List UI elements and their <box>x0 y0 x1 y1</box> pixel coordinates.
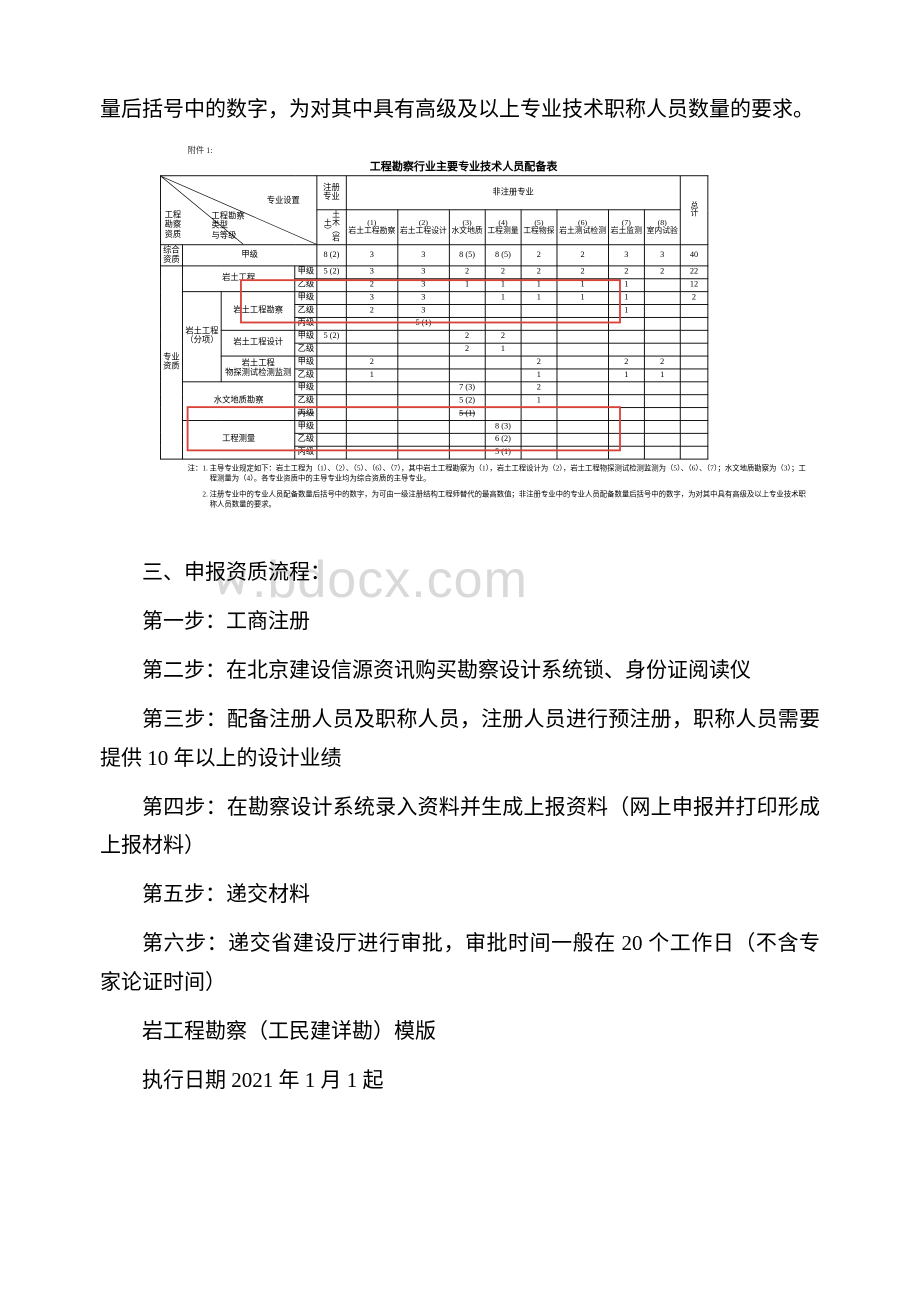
col-7: (7) 岩土监测 <box>608 210 644 245</box>
template-line: 岩工程勘察（工民建详勘）模版 <box>100 1012 820 1051</box>
row-comp-jia: 综合 资质 甲级 8 (2)338 (5)8 (5)223340 <box>160 245 707 266</box>
col-3: (3) 水文地质 <box>449 210 485 245</box>
row-cl-jia: 工程测量 甲级 8 (3) <box>160 420 707 433</box>
date-line: 执行日期 2021 年 1 月 1 起 <box>100 1061 820 1100</box>
step-4: 第四步：在勘察设计系统录入资料并生成上报资料（网上申报并打印形成上报材料） <box>100 788 820 866</box>
staffing-table-container: 附件 1: 工程勘察行业主要专业技术人员配备表 专业设置 工程勘察 类型 与等级… <box>160 144 767 512</box>
table-title: 工程勘察行业主要专业技术人员配备表 <box>160 158 767 174</box>
diagonal-header: 专业设置 工程勘察 类型 与等级 工程 勘察 资质 <box>160 176 316 245</box>
step-6: 第六步：递交省建设厅进行审批，审批时间一般在 20 个工作日（不含专家论证时间） <box>100 924 820 1002</box>
col-8: (8) 室内试验 <box>644 210 680 245</box>
staffing-table: 专业设置 工程勘察 类型 与等级 工程 勘察 资质 注册 专业 非注册专业 总计… <box>160 175 708 459</box>
diag-left: 工程 勘察 资质 <box>165 210 182 239</box>
step-1: 第一步：工商注册 <box>100 602 820 641</box>
col-5: (5) 工程物探 <box>521 210 557 245</box>
step-2: 第二步：在北京建设信源资讯购买勘察设计系统锁、身份证阅读仪 <box>100 651 820 690</box>
col-2: (2) 岩土工程设计 <box>398 210 450 245</box>
intro-paragraph: 量后括号中的数字，为对其中具有高级及以上专业技术职称人员数量的要求。 <box>100 90 820 129</box>
table-note-1: 注：1. 主导专业规定如下：岩土工程为（1）、（2）、（5）、（6）、（7），其… <box>182 459 808 485</box>
table-note-2: 2. 注册专业中的专业人员配备数量后括号中的数字，为可由一级注册结构工程师替代的… <box>182 485 808 511</box>
section3-title: 三、申报资质流程： <box>100 553 820 592</box>
hdr-registered: 注册 专业 <box>317 176 346 210</box>
step-3: 第三步：配备注册人员及职称人员，注册人员进行预注册，职称人员需要提供 10 年以… <box>100 700 820 778</box>
attachment-label: 附件 1: <box>188 144 768 156</box>
row-sw-jia: 水文地质勘察 甲级 7 (3)2 <box>160 381 707 394</box>
row-ytgc-jia: 专业 资质 岩土工程 甲级 5 (2)3322222222 <box>160 266 707 279</box>
diag-top: 专业设置 <box>267 196 300 205</box>
diag-mid: 工程勘察 类型 与等级 <box>212 211 245 240</box>
hdr-total: 总计 <box>680 176 708 245</box>
col-4: (4) 工程测量 <box>485 210 521 245</box>
hdr-nonregistered: 非注册专业 <box>346 176 680 210</box>
col-1: (1) 岩土工程勘察 <box>346 210 398 245</box>
col-6: (6) 岩土测试检测 <box>557 210 609 245</box>
step-5: 第五步：递交材料 <box>100 875 820 914</box>
col-0: 土木（岩土） <box>317 210 346 245</box>
row-ytwt-jia: 岩土工程 物探测试检测监测 甲级 2222 <box>160 356 707 369</box>
row-ytkc-jia: 岩土工程 （分项） 岩土工程勘察 甲级 3311112 <box>160 291 707 304</box>
row-ytsj-jia: 岩土工程设计 甲级 5 (2)22 <box>160 330 707 343</box>
